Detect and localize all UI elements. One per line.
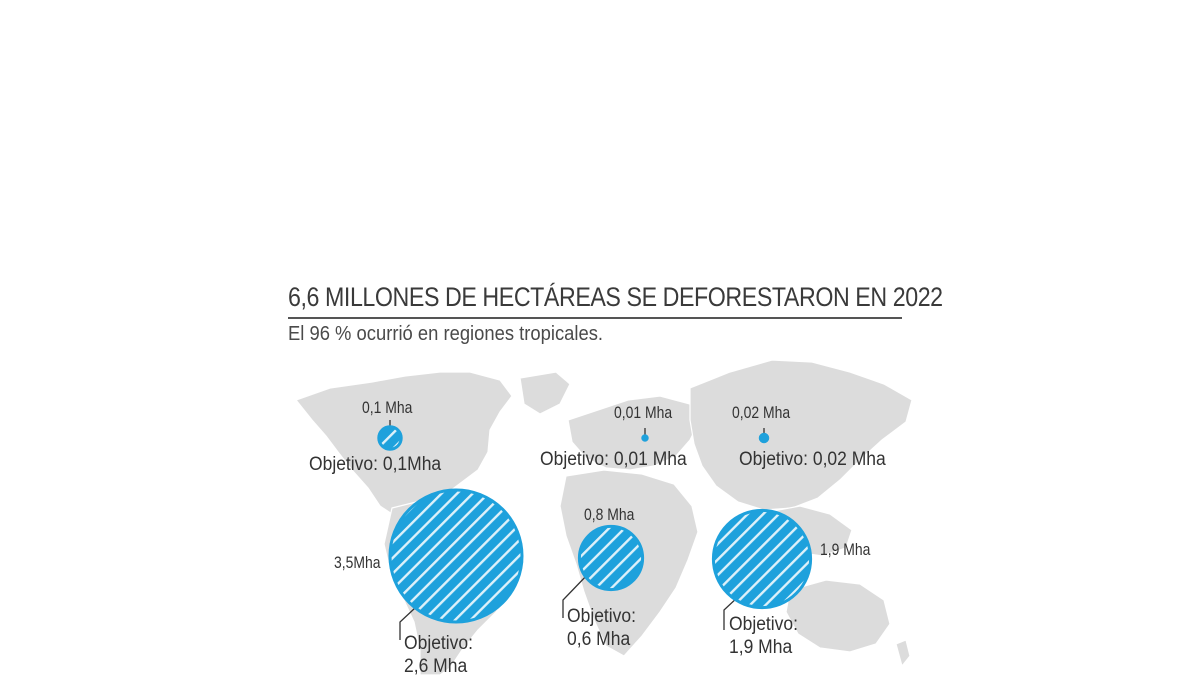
land-asia	[689, 359, 913, 511]
value-label-africa: 0,8 Mha	[584, 505, 635, 524]
target-prefix: Objetivo:	[567, 606, 636, 627]
value-label-north-america: 0,1 Mha	[362, 398, 413, 417]
bubble-north-america	[377, 425, 403, 451]
value-label-europe: 0,01 Mha	[614, 403, 673, 422]
target-label-latin-america: Objetivo: 2,6 Mha	[404, 632, 473, 678]
value-label-latin-america: 3,5Mha	[334, 553, 381, 572]
target-prefix: Objetivo:	[739, 449, 808, 470]
target-value: 0,6 Mha	[567, 629, 631, 650]
title-underline	[288, 317, 902, 319]
bubble-russia	[758, 432, 770, 444]
target-value: 0,01 Mha	[613, 449, 687, 470]
target-label-north-america: Objetivo: 0,1Mha	[309, 453, 441, 476]
value-label-russia: 0,02 Mha	[732, 403, 791, 422]
land-north-america	[295, 371, 513, 515]
target-prefix: Objetivo:	[729, 614, 798, 635]
land-australia	[785, 579, 891, 653]
bubble-asia-pacific	[711, 508, 813, 610]
target-label-europe: Objetivo: 0,01 Mha	[540, 448, 687, 471]
target-label-russia: Objetivo: 0,02 Mha	[739, 448, 886, 471]
land-new-zealand	[895, 639, 911, 668]
target-prefix: Objetivo:	[309, 454, 378, 475]
target-prefix: Objetivo:	[540, 449, 609, 470]
target-value: 0,02 Mha	[812, 449, 886, 470]
target-label-africa: Objetivo: 0,6 Mha	[567, 605, 636, 651]
bubble-latin-america	[388, 488, 524, 624]
chart-title: 6,6 MILLONES DE HECTÁREAS SE DEFORESTARO…	[288, 282, 943, 312]
target-prefix: Objetivo:	[404, 633, 473, 654]
value-label-asia-pacific: 1,9 Mha	[820, 540, 871, 559]
target-value: 1,9 Mha	[729, 637, 793, 658]
chart-subtitle: El 96 % ocurrió en regiones tropicales.	[288, 323, 604, 345]
land-europe	[567, 395, 701, 471]
target-value: 2,6 Mha	[404, 656, 468, 677]
bubbles	[377, 425, 813, 624]
land-greenland	[519, 371, 571, 415]
leader-africa	[562, 571, 591, 618]
bubble-africa	[577, 524, 645, 592]
target-value: 0,1Mha	[382, 454, 442, 475]
target-label-asia-pacific: Objetivo: 1,9 Mha	[729, 613, 798, 659]
bubble-europe	[641, 434, 649, 442]
